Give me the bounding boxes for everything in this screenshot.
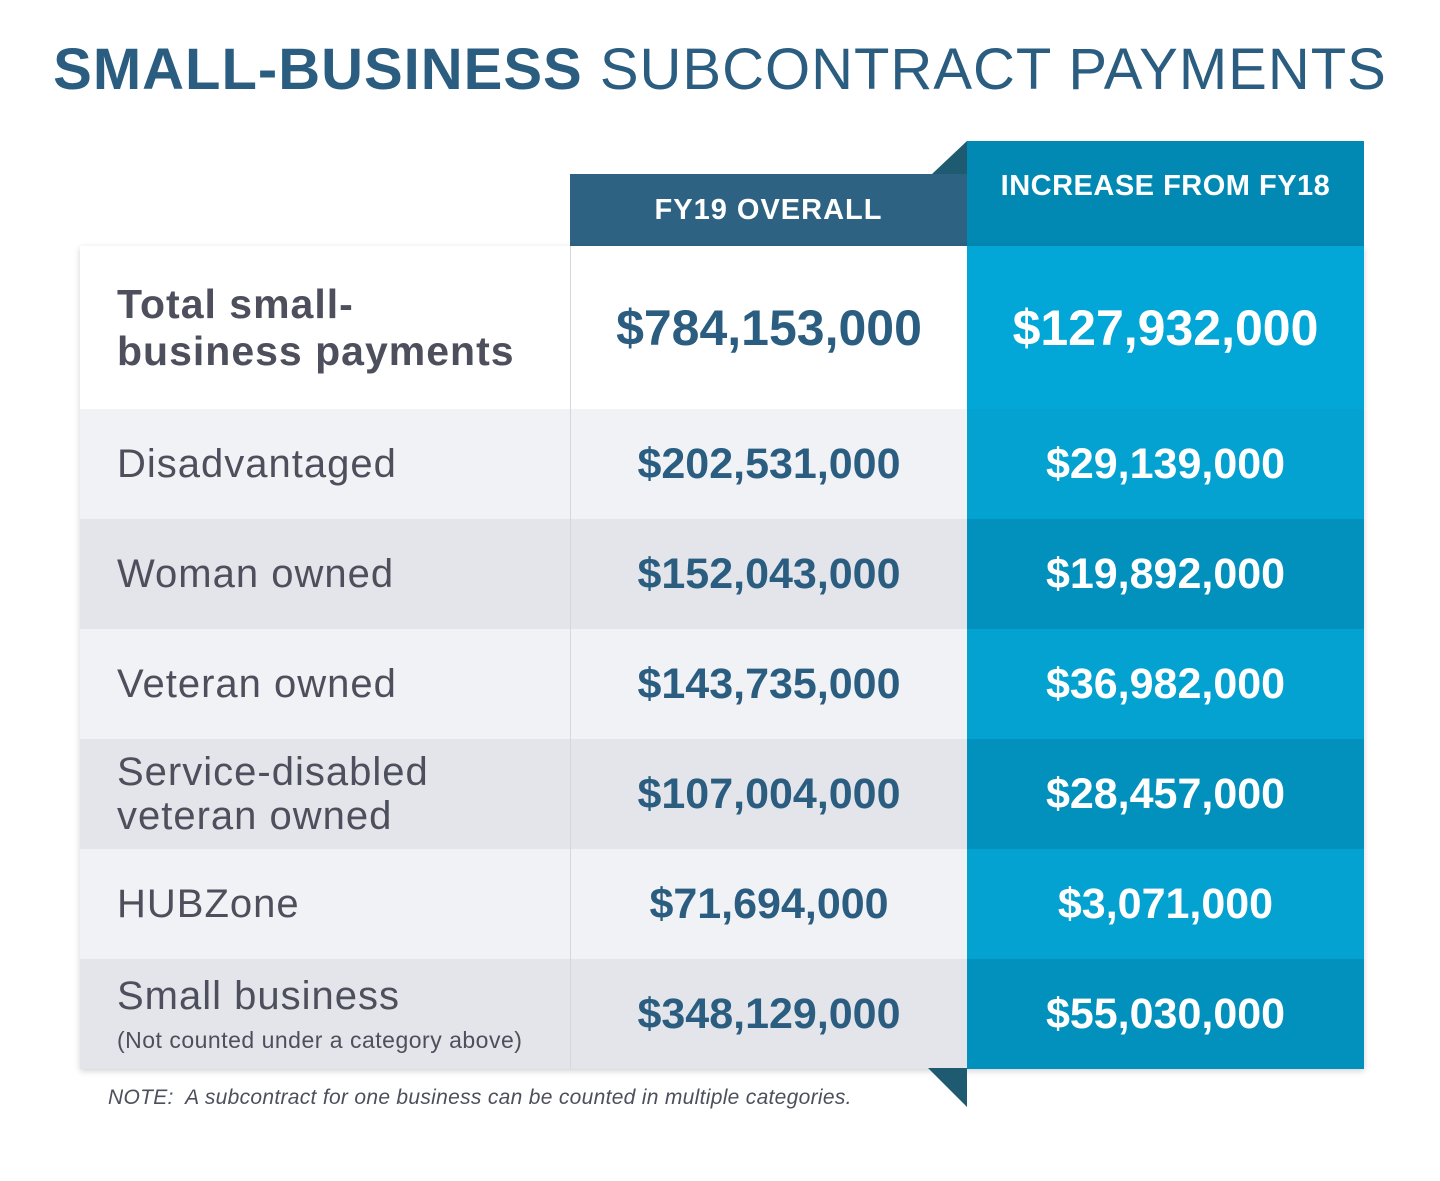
table-row: Veteran owned $143,735,000 $36,982,000 [80,629,1364,739]
row-label: HUBZone [80,849,570,959]
row-sublabel: (Not counted under a category above) [117,1027,523,1053]
fy19-value: $784,153,000 [570,246,967,409]
row-label-text: HUBZone [117,881,300,926]
row-label-text: Service-disabled veteran owned [117,750,429,838]
column-header-fy19: FY19 OVERALL [570,174,967,246]
row-label: Small business (Not counted under a cate… [80,959,570,1069]
title-bold: SMALL-BUSINESS [53,37,583,102]
chart-title: SMALL-BUSINESS SUBCONTRACT PAYMENTS [0,36,1440,103]
increase-value: $19,892,000 [967,519,1364,629]
row-label-text: Disadvantaged [117,441,397,486]
row-label-text: Small business [117,974,401,1018]
increase-value: $3,071,000 [967,849,1364,959]
fy19-value: $143,735,000 [570,629,967,739]
fy19-value: $348,129,000 [570,959,967,1069]
column-header-increase: INCREASE FROM FY18 [967,141,1364,246]
increase-value: $36,982,000 [967,629,1364,739]
fy19-value: $202,531,000 [570,409,967,519]
increase-value: $29,139,000 [967,409,1364,519]
fy19-value: $152,043,000 [570,519,967,629]
row-label: Service-disabled veteran owned [80,739,570,849]
title-light: SUBCONTRACT PAYMENTS [599,37,1387,102]
fy19-value: $107,004,000 [570,739,967,849]
table-row: Disadvantaged $202,531,000 $29,139,000 [80,409,1364,519]
row-label: Disadvantaged [80,409,570,519]
table-row-total: Total small-business payments $784,153,0… [80,246,1364,409]
table-row: Small business (Not counted under a cate… [80,959,1364,1069]
table-row: Woman owned $152,043,000 $19,892,000 [80,519,1364,629]
row-label: Total small-business payments [80,246,570,409]
table-row: Service-disabled veteran owned $107,004,… [80,739,1364,849]
row-label: Woman owned [80,519,570,629]
footer-notch [928,1068,967,1107]
increase-value: $127,932,000 [967,246,1364,409]
footnote: NOTE: A subcontract for one business can… [108,1086,852,1109]
increase-value: $28,457,000 [967,739,1364,849]
increase-value: $55,030,000 [967,959,1364,1069]
fy19-value: $71,694,000 [570,849,967,959]
payments-table: Total small-business payments $784,153,0… [80,246,1364,1069]
table-row: HUBZone $71,694,000 $3,071,000 [80,849,1364,959]
header-notch [932,141,967,174]
row-label-text: Veteran owned [117,661,397,706]
row-label-text: Total small-business payments [117,280,515,374]
row-label-text: Woman owned [117,551,395,596]
row-label: Veteran owned [80,629,570,739]
